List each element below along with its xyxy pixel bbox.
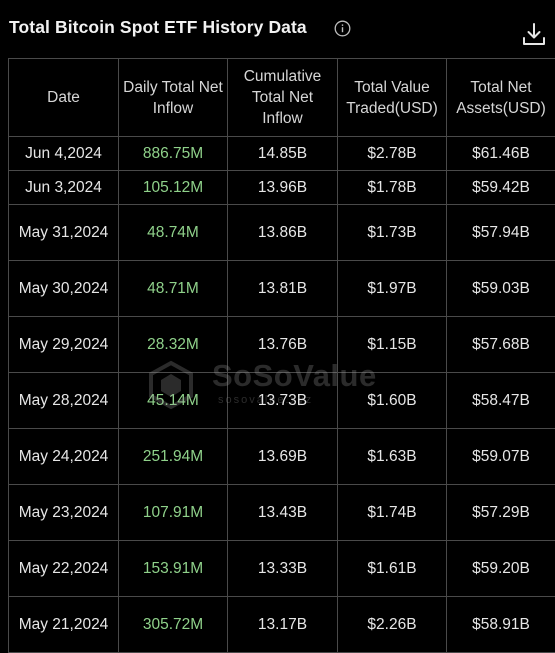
column-header-net-assets[interactable]: Total Net Assets(USD) xyxy=(447,59,555,137)
value-traded-cell: $1.63B xyxy=(338,429,447,485)
net-assets-cell: $57.94B xyxy=(447,205,555,261)
net-assets-cell: $58.47B xyxy=(447,373,555,429)
daily-inflow-cell: 153.91M xyxy=(119,541,228,597)
table-header-row: Date Daily Total Net Inflow Cumulative T… xyxy=(9,59,555,137)
net-assets-cell: $57.68B xyxy=(447,317,555,373)
net-assets-cell: $59.20B xyxy=(447,541,555,597)
daily-inflow-cell: 48.74M xyxy=(119,205,228,261)
daily-inflow-cell: 251.94M xyxy=(119,429,228,485)
header: Total Bitcoin Spot ETF History Data xyxy=(0,0,555,58)
table-row: May 21,2024 305.72M 13.17B $2.26B $58.91… xyxy=(9,597,555,653)
net-assets-cell: $61.46B xyxy=(447,137,555,171)
net-assets-cell: $59.07B xyxy=(447,429,555,485)
table-row: May 28,2024 45.14M 13.73B $1.60B $58.47B xyxy=(9,373,555,429)
download-icon[interactable] xyxy=(522,22,546,46)
column-header-date[interactable]: Date xyxy=(9,59,119,137)
cumulative-inflow-cell: 13.43B xyxy=(228,485,338,541)
daily-inflow-cell: 45.14M xyxy=(119,373,228,429)
net-assets-cell: $59.42B xyxy=(447,171,555,205)
net-assets-cell: $59.03B xyxy=(447,261,555,317)
date-cell: May 28,2024 xyxy=(9,373,119,429)
value-traded-cell: $1.61B xyxy=(338,541,447,597)
table-row: May 22,2024 153.91M 13.33B $1.61B $59.20… xyxy=(9,541,555,597)
date-cell: May 24,2024 xyxy=(9,429,119,485)
table-row: Jun 4,2024 886.75M 14.85B $2.78B $61.46B xyxy=(9,137,555,171)
table-row: May 23,2024 107.91M 13.43B $1.74B $57.29… xyxy=(9,485,555,541)
value-traded-cell: $1.78B xyxy=(338,171,447,205)
table-row: May 31,2024 48.74M 13.86B $1.73B $57.94B xyxy=(9,205,555,261)
table-row: May 30,2024 48.71M 13.81B $1.97B $59.03B xyxy=(9,261,555,317)
date-cell: May 31,2024 xyxy=(9,205,119,261)
value-traded-cell: $2.26B xyxy=(338,597,447,653)
cumulative-inflow-cell: 13.96B xyxy=(228,171,338,205)
cumulative-inflow-cell: 13.69B xyxy=(228,429,338,485)
cumulative-inflow-cell: 13.81B xyxy=(228,261,338,317)
cumulative-inflow-cell: 13.86B xyxy=(228,205,338,261)
daily-inflow-cell: 28.32M xyxy=(119,317,228,373)
date-cell: Jun 3,2024 xyxy=(9,171,119,205)
date-cell: May 23,2024 xyxy=(9,485,119,541)
daily-inflow-cell: 305.72M xyxy=(119,597,228,653)
column-header-daily-inflow[interactable]: Daily Total Net Inflow xyxy=(119,59,228,137)
cumulative-inflow-cell: 13.76B xyxy=(228,317,338,373)
info-circle-icon[interactable] xyxy=(334,20,351,37)
net-assets-cell: $57.29B xyxy=(447,485,555,541)
cumulative-inflow-cell: 13.17B xyxy=(228,597,338,653)
date-cell: May 29,2024 xyxy=(9,317,119,373)
cumulative-inflow-cell: 13.33B xyxy=(228,541,338,597)
table-row: Jun 3,2024 105.12M 13.96B $1.78B $59.42B xyxy=(9,171,555,205)
daily-inflow-cell: 107.91M xyxy=(119,485,228,541)
daily-inflow-cell: 886.75M xyxy=(119,137,228,171)
net-assets-cell: $58.91B xyxy=(447,597,555,653)
date-cell: May 30,2024 xyxy=(9,261,119,317)
table-row: May 29,2024 28.32M 13.76B $1.15B $57.68B xyxy=(9,317,555,373)
daily-inflow-cell: 48.71M xyxy=(119,261,228,317)
column-header-value-traded[interactable]: Total Value Traded(USD) xyxy=(338,59,447,137)
value-traded-cell: $1.74B xyxy=(338,485,447,541)
etf-history-table: Date Daily Total Net Inflow Cumulative T… xyxy=(8,58,555,653)
value-traded-cell: $1.73B xyxy=(338,205,447,261)
page-title: Total Bitcoin Spot ETF History Data xyxy=(9,17,307,38)
value-traded-cell: $1.60B xyxy=(338,373,447,429)
table-row: May 24,2024 251.94M 13.69B $1.63B $59.07… xyxy=(9,429,555,485)
daily-inflow-cell: 105.12M xyxy=(119,171,228,205)
value-traded-cell: $2.78B xyxy=(338,137,447,171)
value-traded-cell: $1.15B xyxy=(338,317,447,373)
value-traded-cell: $1.97B xyxy=(338,261,447,317)
cumulative-inflow-cell: 13.73B xyxy=(228,373,338,429)
date-cell: Jun 4,2024 xyxy=(9,137,119,171)
date-cell: May 22,2024 xyxy=(9,541,119,597)
cumulative-inflow-cell: 14.85B xyxy=(228,137,338,171)
column-header-cumulative-inflow[interactable]: Cumulative Total Net Inflow xyxy=(228,59,338,137)
date-cell: May 21,2024 xyxy=(9,597,119,653)
